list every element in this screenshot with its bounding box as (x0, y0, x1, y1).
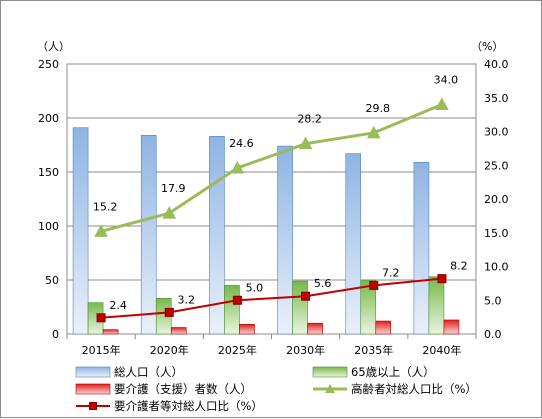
left-axis-tick-label: 0 (52, 328, 59, 341)
data-point (96, 313, 106, 323)
data-label: 8.2 (450, 260, 468, 273)
right-axis-tick-label: 5.0 (484, 294, 502, 307)
right-axis-tick-label: 15.0 (484, 227, 509, 240)
bar (292, 280, 308, 335)
bar (72, 127, 89, 335)
legend-marker (325, 384, 335, 393)
axes: 0 50 100 150 200 250 （人） 0.0 5.0 10.0 15.0 20.0 25.0… (37, 40, 509, 357)
data-point (301, 291, 311, 301)
left-axis-unit: （人） (37, 40, 70, 53)
bar (375, 320, 392, 335)
bar (307, 322, 323, 335)
right-axis-unit: （%） (471, 40, 503, 53)
data-label: 2.4 (109, 299, 127, 312)
right-axis-tick-label: 30.0 (484, 126, 509, 139)
data-label: 17.9 (161, 182, 186, 195)
right-axis-tick-label: 20.0 (484, 193, 509, 206)
bar (413, 161, 430, 335)
left-axis-tick-label: 100 (38, 220, 59, 233)
bar (428, 276, 445, 335)
bar (360, 279, 377, 335)
data-point (366, 125, 381, 139)
x-axis-tick-label: 2040年 (422, 343, 461, 357)
right-axis-tick-label: 40.0 (484, 58, 509, 71)
series-lines: 15.2 17.9 24.6 28.2 29.8 34.0 2.4 3.2 5.0 5.6 7.2 8… (93, 74, 468, 323)
series-line (100, 103, 443, 233)
legend-label: 高齢者対総人口比（%） (351, 382, 477, 396)
legend-marker (89, 402, 97, 410)
series-line (101, 277, 443, 319)
data-point (164, 307, 174, 317)
left-axis-tick-label: 250 (38, 58, 59, 71)
legend-swatch (75, 383, 111, 395)
data-point (369, 280, 379, 290)
data-point (298, 136, 313, 150)
legend-swatch (75, 366, 111, 378)
bar (102, 329, 119, 335)
data-point (435, 97, 449, 110)
bar (443, 319, 460, 335)
right-axis-tick-label: 35.0 (484, 92, 509, 105)
data-label: 7.2 (382, 266, 400, 279)
data-point (94, 224, 108, 237)
data-label: 34.0 (434, 74, 459, 87)
left-axis-tick-label: 50 (45, 274, 59, 287)
bar (140, 134, 157, 335)
data-point (232, 295, 242, 305)
right-axis-tick-label: 25.0 (484, 159, 509, 172)
x-axis-tick-label: 2020年 (150, 343, 189, 357)
data-label: 5.0 (246, 281, 264, 294)
x-axis-tick-label: 2035年 (354, 343, 393, 357)
bar (345, 153, 362, 335)
legend-label: 65歳以上（人） (351, 365, 435, 379)
legend-label: 総人口（人） (114, 365, 183, 379)
data-point (162, 206, 177, 219)
left-axis-tick-label: 150 (38, 166, 59, 179)
bar (224, 285, 240, 335)
bars (72, 127, 460, 335)
right-axis-tick-label: 10.0 (484, 261, 509, 274)
x-axis-tick-label: 2015年 (82, 343, 121, 357)
bar (170, 327, 187, 335)
data-label: 24.6 (229, 137, 254, 150)
legend: 総人口（人） 65歳以上（人） 要介護（支援）者数（人） 高齢者対総人口比（%） 要介護… (75, 365, 477, 413)
bar (239, 323, 255, 335)
data-point (230, 160, 245, 174)
legend-label: 要介護（支援）者数（人） (114, 382, 252, 396)
x-axis-tick-label: 2030年 (286, 343, 325, 357)
bar (277, 145, 293, 335)
right-axis-tick-label: 0.0 (484, 328, 502, 341)
data-label: 5.6 (314, 277, 332, 290)
legend-swatch (312, 366, 348, 378)
x-axis-tick-label: 2025年 (218, 343, 257, 357)
left-axis-tick-label: 200 (38, 112, 59, 125)
data-label: 15.2 (93, 200, 118, 213)
legend-label: 要介護者等対総人口比（%） (114, 399, 263, 413)
data-label: 3.2 (178, 293, 196, 306)
data-label: 29.8 (366, 102, 391, 115)
data-label: 28.2 (297, 113, 322, 126)
data-point (437, 274, 447, 284)
